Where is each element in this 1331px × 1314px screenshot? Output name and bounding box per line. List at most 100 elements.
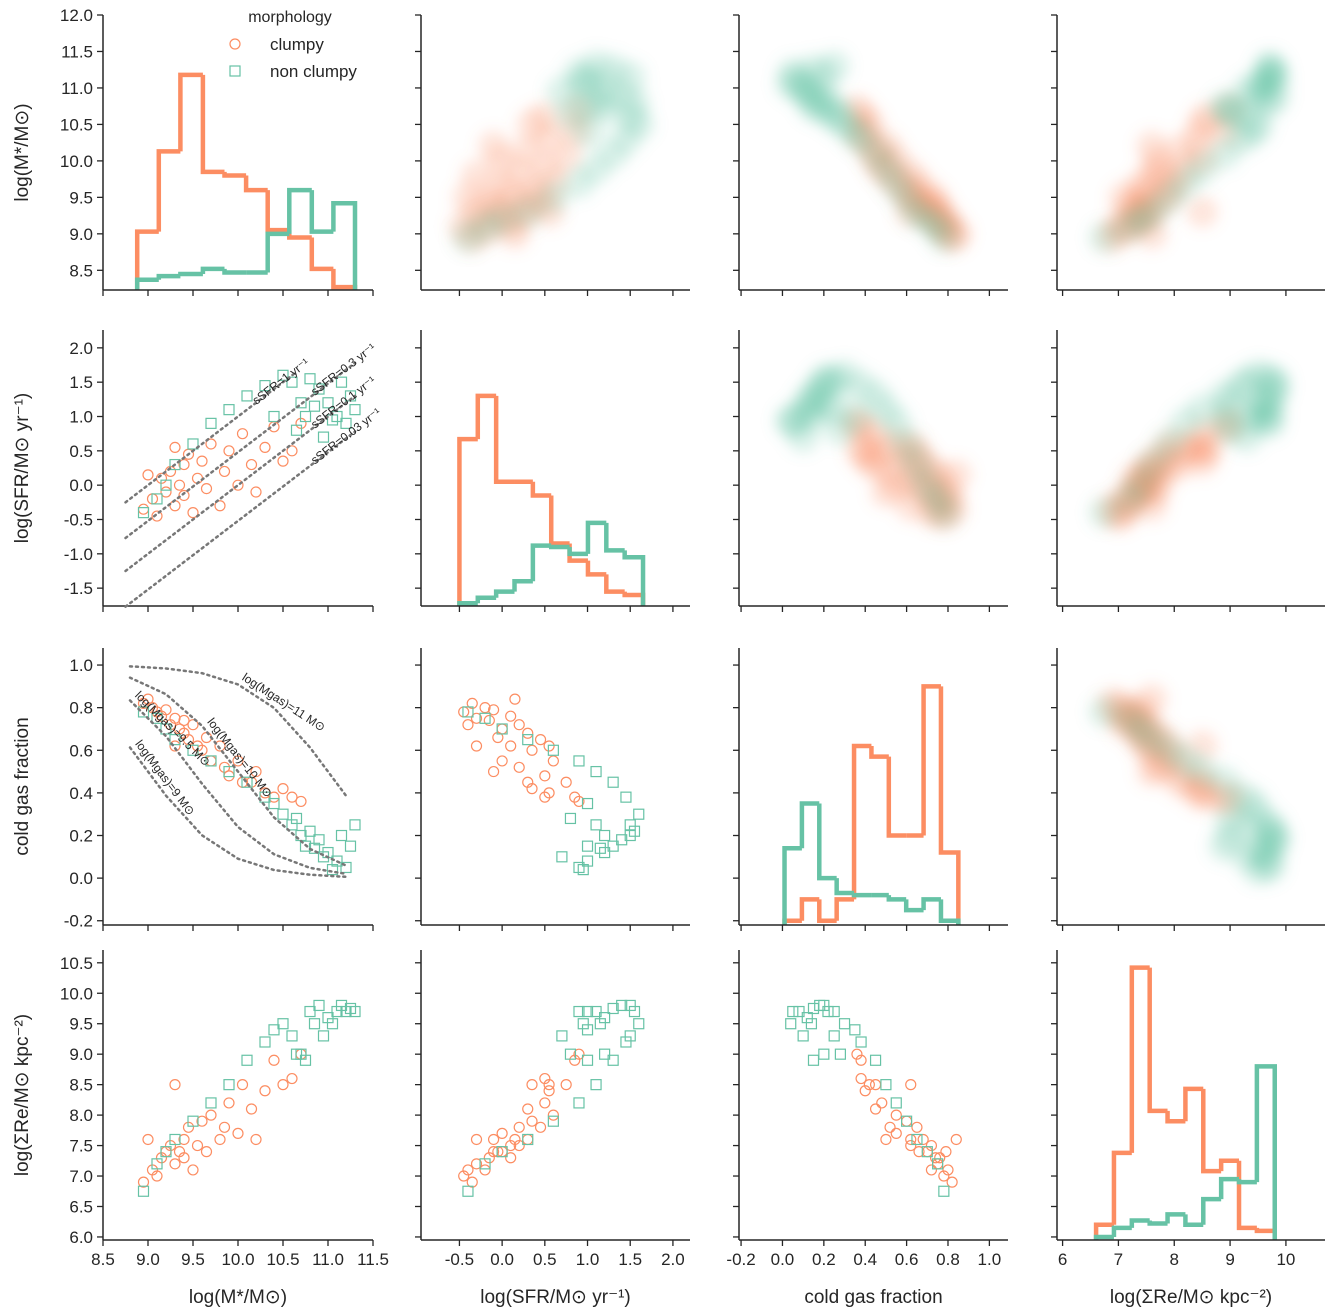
- scatter-point: [304, 373, 316, 385]
- scatter-point: [828, 1005, 840, 1018]
- scatter-point: [462, 1164, 474, 1176]
- kde-blob: [795, 82, 828, 115]
- histogram-step: [938, 686, 961, 925]
- y-tick-label: 10.5: [60, 954, 93, 973]
- x-axis-label: cold gas fraction: [804, 1287, 942, 1308]
- scatter-point: [890, 1127, 902, 1139]
- scatter-point: [487, 765, 500, 778]
- histogram-step: [1165, 1110, 1186, 1124]
- y-tick-label: -0.5: [64, 510, 93, 529]
- scatter-point: [137, 503, 150, 515]
- scatter-point: [151, 493, 163, 505]
- scatter-point: [564, 812, 577, 825]
- kde-blob: [584, 82, 617, 115]
- scatter-point: [834, 1048, 846, 1060]
- kde: [451, 50, 655, 254]
- scatter-point: [616, 834, 628, 846]
- kde-blob: [1135, 130, 1168, 163]
- histogram-step: [1183, 1086, 1204, 1122]
- panel: [137, 693, 361, 876]
- y-tick-label: 7.0: [69, 1167, 93, 1186]
- histogram-step: [156, 273, 181, 280]
- scatter-point: [200, 1146, 213, 1158]
- scatter-point: [178, 714, 190, 727]
- scatter-point: [526, 1115, 538, 1127]
- scatter-point: [187, 438, 199, 450]
- y-tick-label: 0.2: [69, 827, 93, 846]
- histogram-step: [287, 187, 312, 234]
- scatter-point: [547, 1109, 559, 1121]
- scatter-point: [313, 999, 325, 1012]
- scatter-point: [560, 776, 572, 788]
- scatter-point: [335, 376, 348, 388]
- x-tick-label: 11.0: [312, 1250, 344, 1269]
- scatter-point: [624, 819, 636, 831]
- scatter-point: [581, 1024, 594, 1036]
- scatter-point: [169, 1133, 181, 1146]
- scatter-point: [250, 1133, 262, 1146]
- scatter-point: [564, 1048, 577, 1060]
- histogram-step: [1201, 1088, 1222, 1174]
- scatter-point: [932, 1158, 944, 1170]
- y-tick-label: 0.0: [69, 476, 93, 495]
- x-tick-label: 10.0: [221, 1250, 254, 1269]
- panel: [1088, 683, 1291, 886]
- legend-marker: [229, 65, 241, 77]
- panel: [774, 50, 973, 254]
- x-tick-label: -0.5: [445, 1250, 474, 1269]
- scatter-point: [849, 1024, 861, 1036]
- histogram-step: [1201, 1196, 1222, 1225]
- scatter-point: [479, 1158, 491, 1170]
- scatter-point: [151, 1170, 163, 1182]
- scatter-point: [522, 727, 534, 739]
- scatter-point: [616, 999, 628, 1012]
- histogram-step: [799, 897, 820, 921]
- histogram-step: [1183, 1214, 1204, 1228]
- x-tick-label: 8.5: [91, 1250, 115, 1269]
- kde-blob: [1214, 97, 1247, 130]
- scatter-point: [286, 445, 298, 457]
- scatter-point: [232, 755, 244, 767]
- scatter-point: [304, 1005, 316, 1018]
- scatter-point: [344, 840, 357, 852]
- y-tick-label: 8.5: [69, 261, 93, 280]
- panel: [134, 72, 358, 290]
- kde-blob: [1242, 390, 1274, 423]
- histogram-step: [851, 743, 872, 900]
- scatter-point: [137, 1176, 150, 1188]
- scatter-point: [187, 507, 199, 519]
- scatter-point: [290, 1048, 303, 1060]
- scatter-point: [340, 417, 352, 429]
- scatter-point: [876, 1097, 888, 1109]
- scatter-point: [547, 755, 559, 767]
- scatter-point: [913, 1146, 925, 1158]
- scatter-point: [182, 734, 195, 746]
- scatter-point: [624, 999, 636, 1012]
- scatter-point: [569, 1054, 581, 1066]
- kde-blob: [911, 469, 944, 502]
- scatter-point: [628, 825, 641, 837]
- kde-blob: [795, 390, 828, 423]
- scatter-point: [137, 1185, 150, 1197]
- scatter-point: [787, 1005, 799, 1018]
- scatter-point: [205, 1097, 217, 1109]
- histogram-step: [1165, 1212, 1186, 1224]
- scatter-point: [911, 1121, 923, 1133]
- scatter-point: [277, 783, 289, 795]
- scatter-point: [241, 390, 253, 402]
- scatter-point: [205, 755, 217, 767]
- histogram-step: [548, 495, 570, 546]
- scatter-point: [543, 1079, 555, 1091]
- scatter-point: [277, 1079, 289, 1091]
- scatter-point: [805, 1018, 818, 1030]
- scatter-point: [513, 761, 525, 773]
- y-axis-label: log(SFR/M⊙ yr⁻¹): [12, 393, 33, 544]
- kde-blob: [460, 159, 493, 192]
- gas-curve: [128, 676, 348, 867]
- scatter-point: [620, 791, 632, 803]
- y-axis-label: cold gas fraction: [12, 717, 33, 855]
- scatter-point: [151, 1158, 163, 1170]
- scatter-point: [173, 479, 186, 491]
- histogram-step: [265, 190, 290, 233]
- scatter-point: [304, 825, 316, 837]
